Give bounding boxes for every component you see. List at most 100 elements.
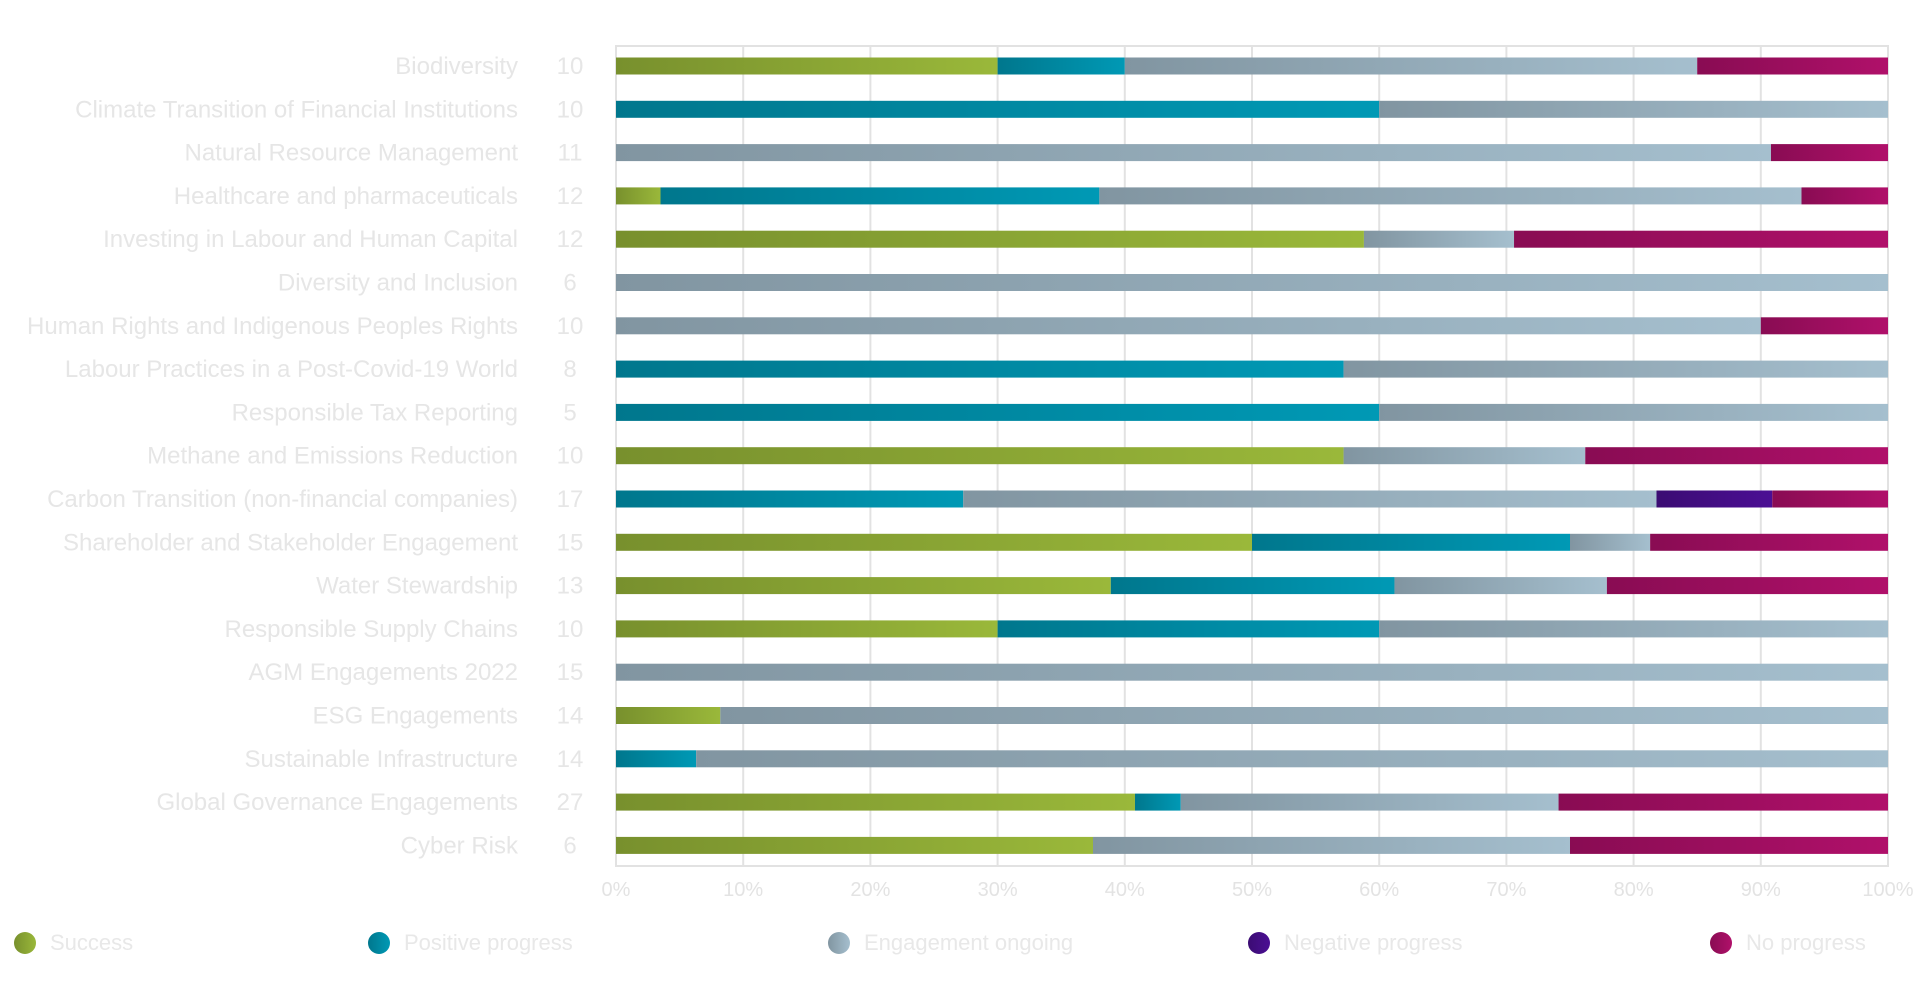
category-label: Human Rights and Indigenous Peoples Righ… [27,313,518,340]
legend-label: Success [50,930,134,955]
x-tick-label: 10% [723,879,763,901]
category-label: Water Stewardship [316,573,518,600]
count-label: 10 [557,443,584,470]
x-tick-label: 100% [1862,879,1913,901]
category-label: Climate Transition of Financial Institut… [75,96,518,123]
count-label: 10 [557,96,584,123]
bar-segment [616,144,1771,162]
category-label: AGM Engagements 2022 [249,659,519,686]
bar-segment [1343,447,1586,465]
bar-segment [660,187,1100,205]
bar-segment [1252,533,1570,551]
bar-segment [616,750,697,768]
count-label: 12 [557,183,584,210]
bar-segment [997,620,1380,638]
bar-segment [1514,230,1888,248]
count-label: 10 [557,53,584,80]
legend-label: Positive progress [404,930,573,955]
bar-segment [1570,836,1888,854]
category-label: Responsible Tax Reporting [232,399,518,426]
bar-segment [963,490,1657,508]
category-label: Investing in Labour and Human Capital [103,226,518,253]
x-tick-label: 20% [850,879,890,901]
category-label: Diversity and Inclusion [278,270,518,297]
bar-segment [616,447,1344,465]
bar-segment [616,403,1380,421]
bar-segment [616,317,1761,335]
legend-label: No progress [1746,930,1866,955]
bar-segment [616,100,1380,118]
bar-segment [1558,793,1888,811]
category-label: Responsible Supply Chains [224,616,518,643]
legend-swatch [368,932,390,954]
bar-segment [1697,57,1888,75]
bar-segment [616,620,998,638]
bar-segment [1363,230,1515,248]
bar-segment [1770,144,1888,162]
x-tick-label: 80% [1614,879,1654,901]
legend-swatch [828,932,850,954]
count-label: 11 [558,140,583,167]
bar-segment [1585,447,1888,465]
bar-segment [1379,100,1888,118]
count-label: 8 [563,356,576,383]
legend-item: Success [14,925,133,961]
category-labels: Biodiversity Climate Transition of Financ… [27,53,519,859]
bar-segment [616,230,1364,248]
category-label: Natural Resource Management [184,140,518,167]
x-axis-ticks: 0% 10% 20% 30% 40% 50% 60% 70% 80% 90% 100% [602,879,1914,901]
count-label: 12 [557,226,584,253]
legend-swatch [14,932,36,954]
legend-item: Engagement ongoing [828,925,1073,961]
x-tick-label: 0% [602,879,631,901]
bar-segment [1134,793,1181,811]
legend-label: Negative progress [1284,930,1463,955]
bar-segment [1110,577,1395,595]
category-label: Cyber Risk [401,832,519,859]
count-label: 15 [557,529,584,556]
count-labels: 10 10 11 12 12 6 10 8 5 10 17 15 13 10 15 14 14 27 6 [557,53,584,859]
bar-segment [1772,490,1888,508]
category-label: Methane and Emissions Reduction [147,443,518,470]
bar-segment [616,533,1252,551]
bar-segment [696,750,1888,768]
x-tick-label: 50% [1232,879,1272,901]
bar-segment [616,707,721,724]
x-tick-label: 60% [1359,879,1399,901]
count-label: 10 [557,313,584,340]
bar-segment [1394,577,1607,595]
count-label: 14 [557,746,584,773]
category-label: Biodiversity [395,53,518,80]
bar-segment [1124,57,1698,75]
bar-segment [997,57,1125,75]
count-label: 27 [557,789,584,816]
category-label: Labour Practices in a Post-Covid-19 Worl… [65,356,518,383]
category-label: Sustainable Infrastructure [245,746,518,773]
bar-segment [616,360,1344,378]
bar-segment [720,707,1889,724]
count-label: 15 [557,659,584,686]
x-tick-label: 30% [978,879,1018,901]
count-label: 14 [557,703,584,730]
stacked-bar-chart: Biodiversity Climate Transition of Financ… [27,45,1914,901]
bar-segment [616,490,964,508]
bar-segment [616,57,998,75]
bar-segment [616,187,661,205]
category-label: ESG Engagements [313,703,518,730]
bar-segment [1656,490,1773,508]
category-label: Carbon Transition (non-financial compani… [47,486,518,513]
count-label: 5 [563,399,576,426]
bars [616,57,1889,854]
bar-segment [1379,620,1888,638]
bar-segment [1650,533,1888,551]
bar-segment [1606,577,1888,595]
x-tick-label: 70% [1486,879,1526,901]
bar-segment [616,274,1888,291]
count-label: 10 [557,616,584,643]
bar-segment [1093,836,1570,854]
bar-segment [1570,533,1651,551]
legend-item: No progress [1710,925,1866,961]
bar-segment [616,577,1111,595]
bar-segment [1343,360,1888,378]
category-label: Healthcare and pharmaceuticals [174,183,518,210]
